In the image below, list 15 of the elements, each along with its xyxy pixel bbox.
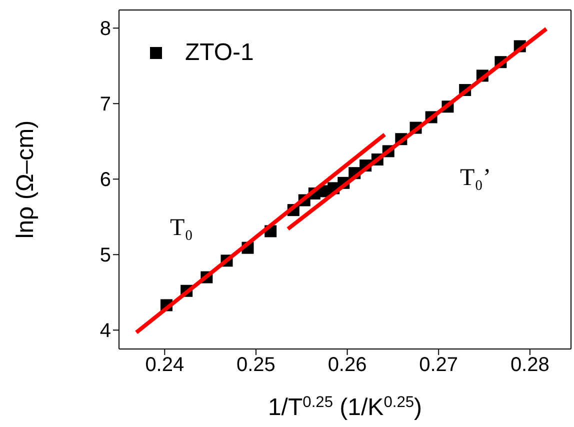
x-tick-label: 0.28 — [510, 354, 550, 376]
x-tick-label: 0.26 — [328, 354, 367, 376]
legend-label: ZTO-1 — [185, 39, 254, 67]
x-axis-title: 1/T$^{0.25}$ (1/K$^{0.25}$) — [268, 394, 422, 421]
x-tick-label: 0.24 — [145, 354, 184, 376]
x-tick-label: 0.25 — [236, 354, 276, 376]
y-tick-label: 4 — [100, 320, 111, 342]
y-tick-label: 8 — [100, 18, 111, 40]
y-tick-label: 6 — [100, 169, 111, 192]
annotation: T₀’ — [460, 165, 492, 192]
y-tick-label: 5 — [100, 244, 111, 267]
x-tick-label: 0.27 — [419, 354, 458, 376]
y-axis-title: lnρ (Ω–cm) — [12, 120, 38, 239]
annotation: T₀ — [170, 215, 194, 242]
y-tick-label: 7 — [100, 94, 111, 116]
